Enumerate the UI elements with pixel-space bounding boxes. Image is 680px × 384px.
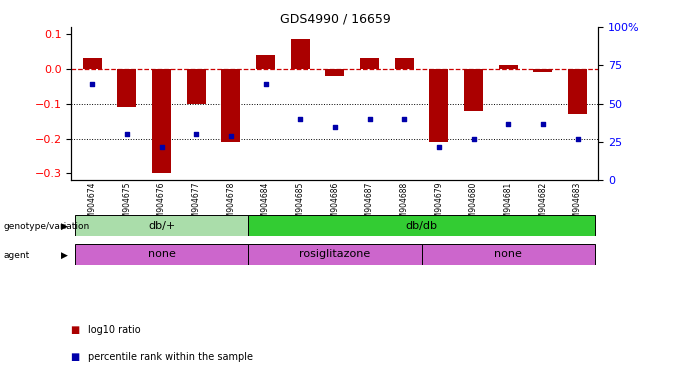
Bar xyxy=(290,39,310,69)
Point xyxy=(503,121,513,127)
Point xyxy=(329,124,340,130)
Bar xyxy=(325,69,345,76)
Bar xyxy=(498,65,517,69)
Point xyxy=(572,136,583,142)
Text: percentile rank within the sample: percentile rank within the sample xyxy=(88,352,254,362)
Text: ▶: ▶ xyxy=(61,222,68,231)
Text: agent: agent xyxy=(3,251,30,260)
Text: none: none xyxy=(148,249,175,260)
Bar xyxy=(248,244,422,265)
Point xyxy=(226,133,237,139)
Bar xyxy=(422,244,595,265)
Point xyxy=(87,81,98,87)
Text: db/db: db/db xyxy=(405,220,437,231)
Bar xyxy=(83,58,102,69)
Bar xyxy=(75,215,248,236)
Text: rosiglitazone: rosiglitazone xyxy=(299,249,371,260)
Bar xyxy=(429,69,448,142)
Bar xyxy=(533,69,552,72)
Point xyxy=(537,121,548,127)
Bar xyxy=(118,69,137,107)
Text: ■: ■ xyxy=(71,325,84,335)
Bar xyxy=(222,69,241,142)
Text: genotype/variation: genotype/variation xyxy=(3,222,90,231)
Bar xyxy=(187,69,206,104)
Bar xyxy=(75,244,248,265)
Bar xyxy=(256,55,275,69)
Bar xyxy=(360,58,379,69)
Point xyxy=(156,144,167,150)
Text: ▶: ▶ xyxy=(61,251,68,260)
Point xyxy=(191,131,202,137)
Bar xyxy=(394,58,413,69)
Text: db/+: db/+ xyxy=(148,220,175,231)
Bar xyxy=(248,215,595,236)
Point xyxy=(398,116,409,122)
Text: log10 ratio: log10 ratio xyxy=(88,325,141,335)
Point xyxy=(122,131,133,137)
Bar xyxy=(464,69,483,111)
Text: ■: ■ xyxy=(71,352,84,362)
Point xyxy=(364,116,375,122)
Bar xyxy=(152,69,171,174)
Point xyxy=(433,144,444,150)
Point xyxy=(295,116,306,122)
Text: none: none xyxy=(494,249,522,260)
Point xyxy=(260,81,271,87)
Title: GDS4990 / 16659: GDS4990 / 16659 xyxy=(279,13,390,26)
Bar xyxy=(568,69,587,114)
Point xyxy=(468,136,479,142)
